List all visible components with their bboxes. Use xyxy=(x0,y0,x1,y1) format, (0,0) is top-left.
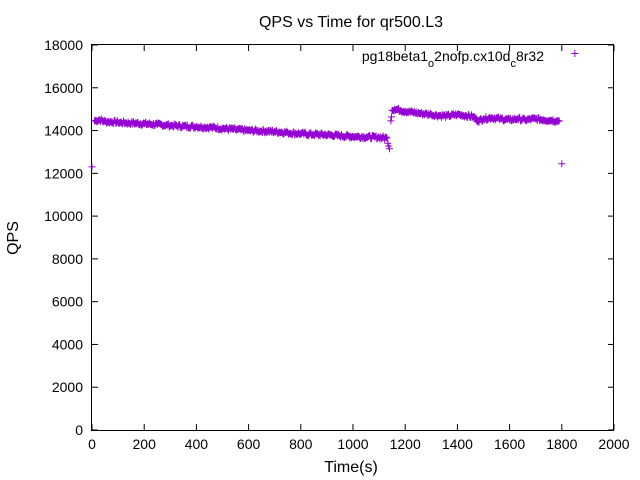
data-point xyxy=(387,117,395,125)
y-tick-label: 6000 xyxy=(52,294,83,310)
data-point xyxy=(385,142,393,150)
data-point xyxy=(387,113,395,121)
y-tick-label: 18000 xyxy=(44,37,83,53)
data-point xyxy=(472,114,480,122)
y-tick-label: 8000 xyxy=(52,251,83,267)
data-point xyxy=(88,163,96,171)
y-tick-label: 14000 xyxy=(44,123,83,139)
y-tick-label: 0 xyxy=(75,422,83,438)
data-point xyxy=(554,117,562,125)
data-point xyxy=(471,113,479,121)
x-tick-label: 1000 xyxy=(337,436,368,452)
data-point xyxy=(558,160,566,168)
x-tick-label: 1400 xyxy=(442,436,473,452)
data-point xyxy=(382,133,390,141)
x-axis-label: Time(s) xyxy=(324,459,378,476)
y-axis: 0 2000 4000 6000 8000 10000 12000 14000 16000 180… xyxy=(44,37,614,438)
x-axis: 0 200 400 600 800 1000 1200 1400 1600 1800 2000 xyxy=(88,45,630,452)
x-tick-label: 200 xyxy=(133,436,157,452)
x-tick-label: 1800 xyxy=(546,436,577,452)
legend-subscript: c xyxy=(510,58,516,70)
legend-text-part: pg18beta1 xyxy=(362,48,428,64)
legend-marker xyxy=(571,50,579,58)
legend-text-part: 2nofp.cx10d xyxy=(434,48,510,64)
x-tick-label: 800 xyxy=(289,436,313,452)
data-point xyxy=(394,106,402,114)
x-tick-label: 2000 xyxy=(598,436,629,452)
x-tick-label: 1200 xyxy=(390,436,421,452)
x-tick-label: 400 xyxy=(185,436,209,452)
y-tick-label: 12000 xyxy=(44,165,83,181)
legend-subscript: o xyxy=(428,58,434,70)
y-tick-label: 4000 xyxy=(52,336,83,352)
y-tick-label: 2000 xyxy=(52,379,83,395)
data-point xyxy=(554,117,562,125)
x-tick-label: 0 xyxy=(88,436,96,452)
legend-text-part: 8r32 xyxy=(516,48,544,64)
series-points xyxy=(88,104,566,171)
legend-series-label: pg18beta1o2nofp.cx10dc8r32 xyxy=(362,48,544,70)
plot-frame xyxy=(91,44,614,431)
data-point xyxy=(381,135,389,143)
y-tick-label: 10000 xyxy=(44,208,83,224)
chart-title: QPS vs Time for qr500.L3 xyxy=(259,14,443,31)
legend: pg18beta1o2nofp.cx10dc8r32 xyxy=(362,48,579,70)
y-tick-label: 16000 xyxy=(44,80,83,96)
x-tick-label: 600 xyxy=(237,436,261,452)
x-tick-label: 1600 xyxy=(494,436,525,452)
y-axis-label: QPS xyxy=(5,221,22,255)
